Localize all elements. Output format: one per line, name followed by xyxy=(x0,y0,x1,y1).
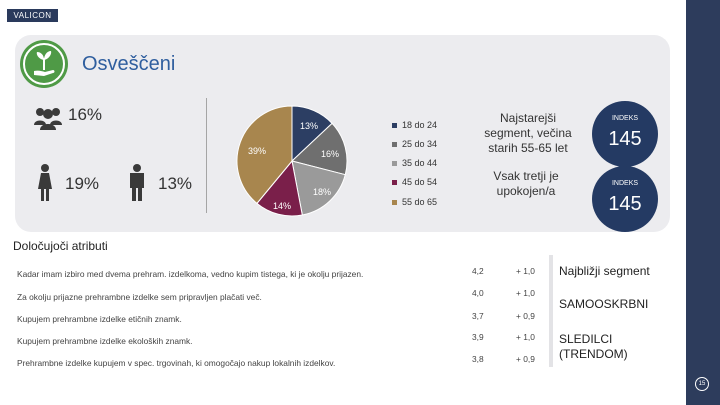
pie-label-55-65: 39% xyxy=(248,146,267,156)
attribute-score: 3,7 xyxy=(472,311,484,321)
male-icon xyxy=(128,164,146,207)
legend-swatch xyxy=(392,180,397,186)
nearest-segment-1: SAMOOSKRBNI xyxy=(559,297,649,311)
legend-swatch xyxy=(392,123,397,129)
index-label: INDEKS xyxy=(611,115,639,122)
right-side-bar xyxy=(686,0,720,405)
attribute-delta: + 0,9 xyxy=(516,311,535,321)
legend-label: 18 do 24 xyxy=(402,120,438,130)
attribute-score: 4,2 xyxy=(472,266,484,276)
attributes-title: Določujoči atributi xyxy=(13,239,108,253)
attribute-delta: + 1,0 xyxy=(516,332,535,342)
pie-label-35-44: 18% xyxy=(313,187,332,197)
nearest-segment-2-line1: SLEDILCI xyxy=(559,332,613,346)
nearest-segment-label: Najbližji segment xyxy=(559,264,650,278)
nearest-segment-2-line2: (TRENDOM) xyxy=(559,347,628,361)
index-value: 145 xyxy=(608,193,642,215)
index-label: INDEKS xyxy=(611,180,639,187)
legend-item: 55 do 65 xyxy=(392,197,472,207)
legend-label: 55 do 65 xyxy=(402,197,438,207)
index-badge-2: INDEKS 145 xyxy=(592,166,658,232)
total-percent: 16% xyxy=(68,105,103,124)
pie-label-25-34: 16% xyxy=(321,149,340,159)
female-percent: 19% xyxy=(65,174,100,193)
retired-text: Vsak tretji je upokojen/a xyxy=(493,169,559,198)
attribute-delta: + 1,0 xyxy=(516,288,535,298)
page-number: 15 xyxy=(695,377,709,391)
attribute-text: Kupujem prehrambne izdelke ekoloških zna… xyxy=(17,336,193,346)
legend-label: 25 do 34 xyxy=(402,139,438,149)
legend-swatch xyxy=(392,142,397,148)
male-percent: 13% xyxy=(158,174,193,193)
oldest-segment-text: Najstarejši segment, večina starih 55-65… xyxy=(484,111,572,155)
legend-item: 25 do 34 xyxy=(392,139,472,149)
attribute-score: 3,9 xyxy=(472,332,484,342)
sprout-hand-icon xyxy=(20,40,68,88)
legend-item: 35 do 44 xyxy=(392,158,472,168)
attribute-text: Kadar imam izbiro med dvema prehram. izd… xyxy=(17,269,364,279)
separator-strip xyxy=(549,255,553,367)
pie-slice-25-do-34 xyxy=(290,122,348,176)
group-icon xyxy=(33,105,63,136)
pie-label-45-54: 14% xyxy=(273,201,292,211)
page-title: Osveščeni xyxy=(82,53,176,75)
attribute-delta: + 0,9 xyxy=(516,354,535,364)
legend-item: 18 do 24 xyxy=(392,120,472,130)
attribute-text: Prehrambne izdelke kupujem v spec. trgov… xyxy=(17,358,336,368)
legend-swatch xyxy=(392,161,397,167)
pie-slice-55-do-65 xyxy=(236,105,293,205)
legend-label: 45 do 54 xyxy=(402,177,438,187)
valicon-logo: VALICON xyxy=(7,9,58,22)
divider-line xyxy=(206,98,207,213)
attribute-text: Kupujem prehrambne izdelke etičnih znamk… xyxy=(17,314,182,324)
attribute-text: Za okolju prijazne prehrambne izdelke se… xyxy=(17,292,262,302)
index-value: 145 xyxy=(608,128,642,150)
pie-label-18-24: 13% xyxy=(300,121,319,131)
segment-panel xyxy=(15,35,670,232)
pie-slice-35-do-44 xyxy=(291,160,346,216)
attribute-delta: + 1,0 xyxy=(516,266,535,276)
attribute-score: 4,0 xyxy=(472,288,484,298)
index-badge-1: INDEKS 145 xyxy=(592,101,658,167)
legend-item: 45 do 54 xyxy=(392,177,472,187)
female-icon xyxy=(36,164,54,207)
legend-swatch xyxy=(392,200,397,206)
attribute-score: 3,8 xyxy=(472,354,484,364)
legend-label: 35 do 44 xyxy=(402,158,438,168)
